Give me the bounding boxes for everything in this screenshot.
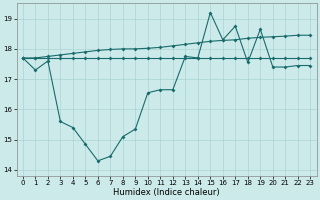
X-axis label: Humidex (Indice chaleur): Humidex (Indice chaleur): [113, 188, 220, 197]
